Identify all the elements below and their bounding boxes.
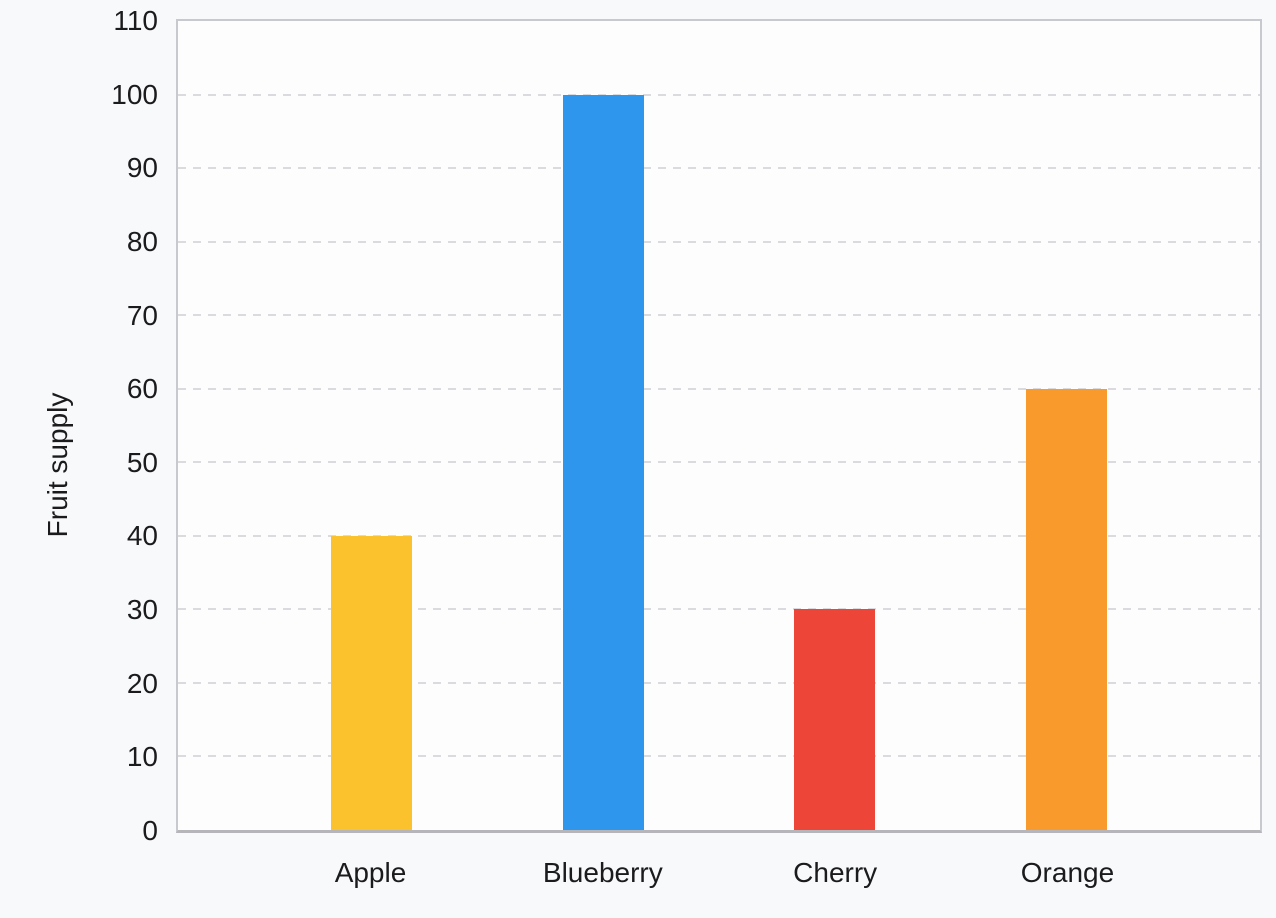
- y-axis-tick-labels: 0 10 20 30 40 50 60 70 80 90 100 110: [0, 0, 158, 918]
- y-tick-label-20: 20: [126, 667, 158, 699]
- gridline-50: [178, 461, 1260, 464]
- gridline-90: [178, 167, 1260, 170]
- y-tick-label-60: 60: [126, 373, 158, 405]
- gridline-20: [178, 681, 1260, 684]
- y-tick-label-0: 0: [142, 815, 158, 846]
- gridline-80: [178, 240, 1260, 243]
- gridline-70: [178, 314, 1260, 317]
- gridline-30: [178, 608, 1260, 611]
- y-tick-label-50: 50: [126, 446, 158, 478]
- gridline-60: [178, 387, 1260, 390]
- bar-cherry: [794, 609, 876, 830]
- y-tick-label-10: 10: [126, 741, 158, 773]
- y-tick-label-110: 110: [113, 5, 158, 36]
- x-tick-label-cherry: Cherry: [793, 857, 878, 888]
- y-tick-label-70: 70: [126, 299, 158, 331]
- gridline-10: [178, 755, 1260, 758]
- x-tick-label-apple: Apple: [334, 857, 407, 888]
- plot-area: [176, 19, 1262, 833]
- y-tick-label-90: 90: [126, 152, 158, 184]
- x-tick-label-blueberry: Blueberry: [542, 857, 663, 888]
- bar-blueberry: [562, 94, 644, 830]
- bar-apple: [331, 535, 413, 830]
- gridline-40: [178, 534, 1260, 537]
- y-tick-label-100: 100: [111, 78, 158, 110]
- y-tick-label-40: 40: [126, 520, 158, 552]
- x-tick-label-orange: Orange: [1020, 857, 1115, 888]
- gridline-100: [178, 93, 1260, 96]
- bar-orange: [1025, 388, 1107, 830]
- y-tick-label-80: 80: [126, 225, 158, 257]
- y-tick-label-30: 30: [126, 594, 158, 626]
